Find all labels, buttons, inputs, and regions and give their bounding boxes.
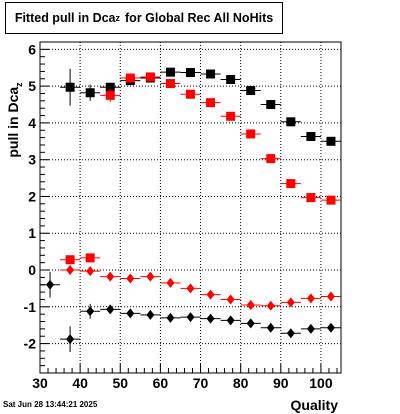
data-point-diamond [326, 322, 335, 333]
x-tick-label: 70 [193, 375, 209, 391]
data-point-square [326, 136, 336, 146]
series-3 [40, 271, 341, 353]
series-0 [60, 67, 341, 146]
series-1 [60, 72, 341, 265]
data-point-square [306, 132, 316, 142]
y-tick-label: 5 [28, 78, 36, 94]
data-point-diamond [286, 297, 295, 308]
data-point-square [65, 82, 75, 92]
data-point-square [246, 86, 256, 96]
x-tick-label: 90 [273, 375, 289, 391]
chart-title: Fitted pull in Dca z for Global Rec All No… [5, 2, 283, 34]
y-tick-label: -2 [24, 336, 37, 352]
chart-title-main: Fitted pull in Dca [14, 11, 116, 25]
data-point-square [85, 88, 95, 98]
y-tick-label: 0 [28, 262, 36, 278]
data-point-square [226, 75, 236, 85]
data-point-square [145, 72, 155, 82]
y-tick-label: -1 [24, 299, 37, 315]
plot-frame [39, 41, 342, 374]
data-point-diamond [166, 312, 175, 323]
data-point-diamond [126, 273, 135, 284]
data-point-diamond [66, 265, 75, 276]
y-tick-label: 6 [28, 41, 36, 57]
data-point-diamond [206, 313, 215, 324]
data-point-square [226, 111, 236, 121]
data-point-diamond [226, 315, 235, 326]
data-point-square [286, 117, 296, 127]
data-point-diamond [226, 294, 235, 305]
data-point-square [306, 193, 316, 203]
y-tick-label: 3 [28, 152, 36, 168]
data-point-diamond [266, 300, 275, 311]
data-point-diamond [186, 312, 195, 323]
data-point-diamond [186, 283, 195, 294]
data-point-diamond [246, 299, 255, 310]
data-point-diamond [86, 266, 95, 277]
grid [40, 42, 341, 373]
x-axis-title: Quality [291, 397, 339, 413]
data-point-diamond [306, 323, 315, 334]
data-point-diamond [106, 304, 115, 315]
data-point-diamond [86, 306, 95, 317]
data-point-square [246, 129, 256, 139]
data-point-diamond [326, 291, 335, 302]
y-axis-title-main: pull in Dca [5, 87, 21, 158]
data-point-square [165, 67, 175, 77]
data-point-square [65, 255, 75, 265]
data-point-diamond [146, 271, 155, 282]
data-point-diamond [206, 289, 215, 300]
x-tick-label: 40 [72, 375, 88, 391]
data-point-square [266, 100, 276, 110]
axes: 30 40 50 60 70 80 90 100 -2 -1 0 1 2 3 4 5 6 [24, 41, 338, 391]
data-point-diamond [106, 271, 115, 282]
y-tick-label: 2 [28, 188, 36, 204]
data-point-square [125, 73, 135, 83]
data-point-diamond [166, 277, 175, 288]
data-point-square [286, 179, 296, 189]
x-tick-label: 30 [32, 375, 48, 391]
x-tick-label: 80 [233, 375, 249, 391]
x-tick-label: 60 [153, 375, 169, 391]
data-point-square [105, 82, 115, 92]
y-axis-title-sub: z [14, 82, 24, 87]
data-point-square [165, 79, 175, 89]
data-point-square [186, 89, 195, 99]
chart-title-subscript: z [115, 13, 121, 23]
data-point-diamond [46, 279, 55, 290]
data-point-diamond [246, 318, 255, 329]
data-point-diamond [306, 293, 315, 304]
data-point-square [266, 154, 276, 164]
data-point-square [186, 68, 195, 78]
y-tick-label: 4 [28, 115, 36, 131]
data-point-diamond [146, 309, 155, 320]
data-point-square [206, 69, 216, 79]
data-point-diamond [126, 308, 135, 319]
data-point-diamond [66, 334, 75, 345]
data-point-diamond [286, 328, 295, 339]
data-series [40, 67, 341, 353]
series-2 [60, 265, 341, 311]
data-point-square [326, 195, 336, 205]
data-point-diamond [266, 322, 275, 333]
data-point-square [105, 90, 115, 100]
x-tick-label: 100 [309, 375, 333, 391]
y-tick-label: 1 [28, 225, 36, 241]
data-point-square [206, 98, 216, 108]
x-tick-label: 50 [112, 375, 128, 391]
timestamp: Sat Jun 28 13:44:21 2025 [3, 400, 98, 409]
chart-title-suffix: for Global Rec All NoHits [125, 11, 274, 25]
y-axis-title: pull in Dcaz [5, 82, 24, 158]
data-point-square [85, 253, 95, 263]
